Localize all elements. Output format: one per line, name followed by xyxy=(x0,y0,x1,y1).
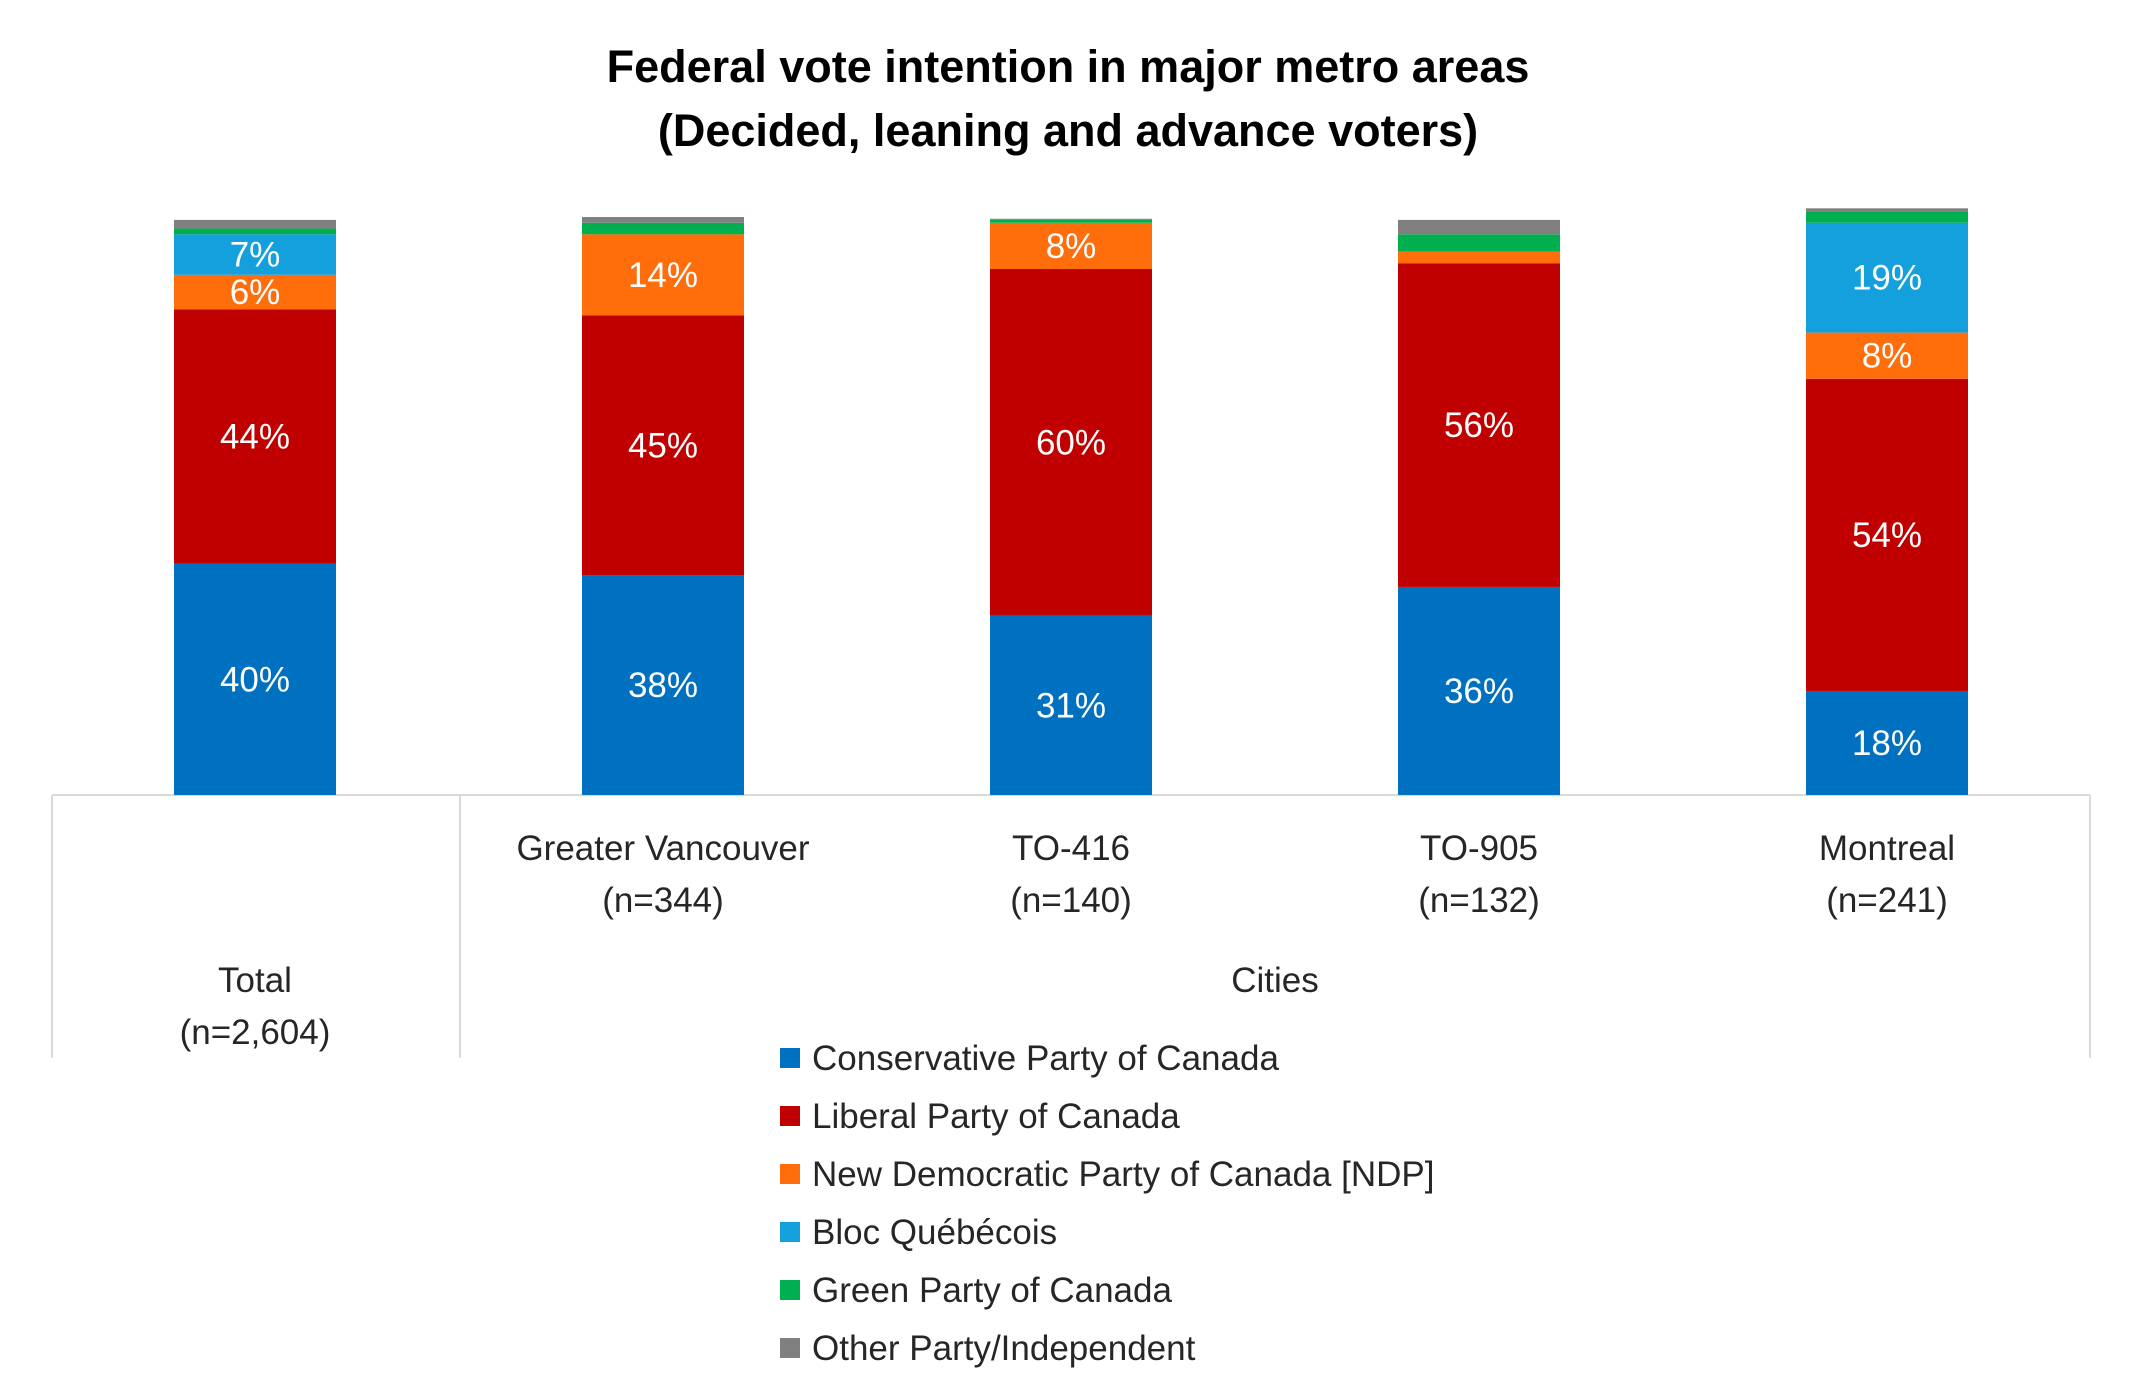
data-label: 18% xyxy=(1852,724,1922,763)
category-name: Montreal xyxy=(1819,829,1955,868)
bar-segment xyxy=(174,563,336,795)
legend-swatch xyxy=(780,1280,800,1300)
data-label: 19% xyxy=(1852,259,1922,298)
bar-segment xyxy=(1398,251,1560,264)
bar-segment xyxy=(1398,234,1560,252)
category-n: (n=2,604) xyxy=(180,1013,331,1052)
chart-subtitle: (Decided, leaning and advance voters) xyxy=(658,105,1478,156)
bar-segment xyxy=(990,219,1152,223)
bar-segment xyxy=(174,228,336,235)
data-label: 31% xyxy=(1036,686,1106,725)
category-n: (n=132) xyxy=(1418,881,1540,920)
category-labels: Total (n=2,604) Greater Vancouver (n=344) TO… xyxy=(180,829,1955,1052)
bar-segment xyxy=(1806,208,1968,212)
bar-segment xyxy=(1806,690,1968,795)
bar-segment xyxy=(1398,586,1560,795)
bar-segment xyxy=(582,234,744,316)
data-labels: 40% 44% 6%7% 38% 45% 14% 31% 60% 8% 36% 56% 18% 54% 8… xyxy=(220,227,1922,763)
data-label: 36% xyxy=(1444,672,1514,711)
bar-segment xyxy=(990,615,1152,795)
legend-swatch xyxy=(780,1222,800,1242)
bar-segment xyxy=(582,222,744,235)
category-n: (n=344) xyxy=(602,881,724,920)
bar-segment xyxy=(1398,263,1560,587)
legend-swatch xyxy=(780,1164,800,1184)
data-label: 6% xyxy=(230,273,281,312)
group-label: Cities xyxy=(1231,961,1319,1000)
legend-swatch xyxy=(780,1106,800,1126)
bar-segment xyxy=(582,217,744,223)
bar-segment xyxy=(1806,332,1968,379)
legend-label: Bloc Québécois xyxy=(812,1213,1057,1252)
data-label: 56% xyxy=(1444,406,1514,445)
data-label: 7% xyxy=(230,236,281,275)
legend-swatch xyxy=(780,1048,800,1068)
bar-segment xyxy=(174,309,336,564)
bar-segment xyxy=(1806,211,1968,223)
legend-label: Conservative Party of Canada xyxy=(812,1039,1279,1078)
data-label: 44% xyxy=(220,418,290,457)
chart-title: Federal vote intention in major metro ar… xyxy=(607,41,1530,92)
bar-segment xyxy=(990,218,1152,220)
bar-segment xyxy=(174,234,336,275)
data-label: 54% xyxy=(1852,516,1922,555)
data-label: 40% xyxy=(220,660,290,699)
bar-segment xyxy=(990,222,1152,270)
bar-segment xyxy=(1806,222,1968,333)
data-label: 38% xyxy=(628,666,698,705)
data-label: 14% xyxy=(628,256,698,295)
bar-segment xyxy=(174,219,336,229)
bar-segment xyxy=(582,575,744,795)
bar-segment xyxy=(1806,378,1968,691)
legend-label: Liberal Party of Canada xyxy=(812,1097,1180,1136)
category-name: Greater Vancouver xyxy=(516,829,809,868)
bar-segment xyxy=(990,269,1152,616)
legend: Conservative Party of Canada Liberal Part… xyxy=(780,1039,1434,1368)
data-label: 45% xyxy=(628,426,698,465)
category-n: (n=241) xyxy=(1826,881,1948,920)
bars xyxy=(174,208,1968,795)
data-label: 60% xyxy=(1036,423,1106,462)
bar-segment xyxy=(582,315,744,576)
category-name: Total xyxy=(218,961,292,1000)
category-name: TO-416 xyxy=(1012,829,1130,868)
legend-label: New Democratic Party of Canada [NDP] xyxy=(812,1155,1434,1194)
category-n: (n=140) xyxy=(1010,881,1132,920)
bar-segment xyxy=(174,274,336,310)
data-label: 8% xyxy=(1862,337,1913,376)
bar-segment xyxy=(1398,219,1560,235)
legend-swatch xyxy=(780,1338,800,1358)
legend-label: Other Party/Independent xyxy=(812,1329,1196,1368)
data-label: 8% xyxy=(1046,227,1097,266)
category-name: TO-905 xyxy=(1420,829,1538,868)
legend-label: Green Party of Canada xyxy=(812,1271,1172,1310)
